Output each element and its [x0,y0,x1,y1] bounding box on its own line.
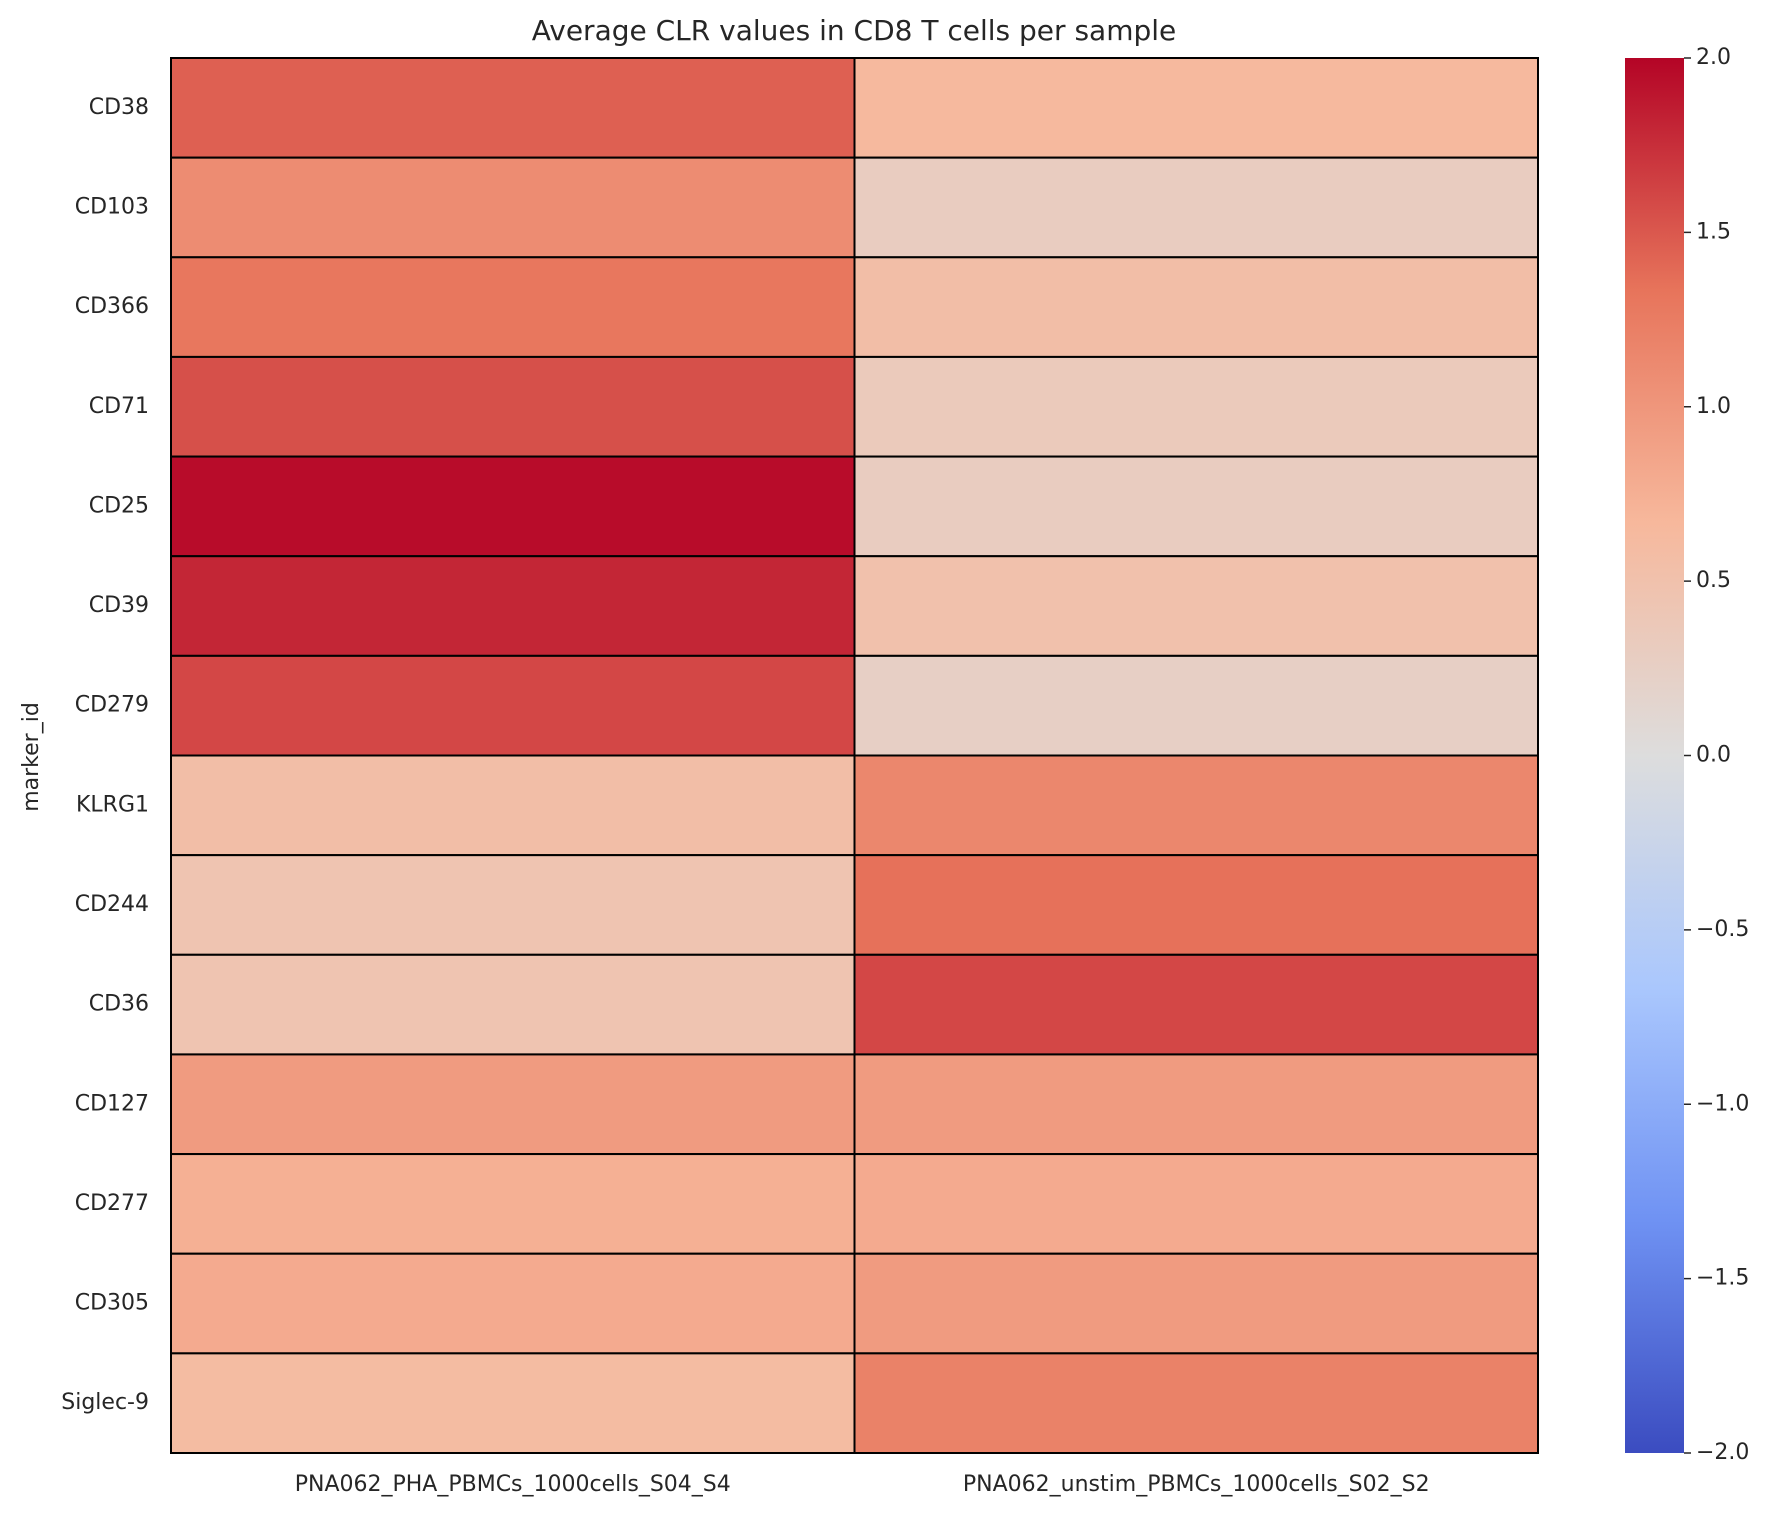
heatmap-cell [853,754,1539,857]
colorbar [1625,58,1684,1453]
heatmap-cell [170,1153,856,1255]
heatmap-cell [170,754,856,857]
heatmap-cell [853,1053,1539,1156]
heatmap-cell [170,355,856,458]
colorbar-tick-label: 1.0 [1696,394,1731,419]
heatmap-cell [853,953,1539,1056]
colorbar-tick-label: −0.5 [1696,917,1749,942]
heatmap-cell [853,455,1539,558]
heatmap-cell [853,156,1539,259]
heatmap-cell [853,654,1539,757]
colorbar-tick-label: −1.5 [1696,1266,1749,1291]
heatmap-cell [170,156,856,259]
heatmap-cell [853,1352,1539,1455]
heatmap-cell [853,355,1539,458]
heatmap-cell [853,57,1539,159]
y-tick-label: CD366 [75,294,149,319]
heatmap-cell [853,1153,1539,1255]
heatmap-cell [853,256,1539,358]
y-tick-label: CD38 [89,95,149,120]
y-tick-label: KLRG1 [76,792,149,817]
colorbar-tick-label: 1.5 [1696,219,1731,244]
y-tick-label: CD305 [75,1291,149,1316]
y-tick-label: CD279 [75,693,149,718]
heatmap-cell [170,555,856,657]
colorbar-tick-label: 2.0 [1696,45,1731,70]
y-tick-label: CD36 [89,992,149,1017]
y-tick-label: CD39 [89,593,149,618]
heatmap-cell [170,654,856,757]
heatmap-cell [170,854,856,956]
colorbar-tick-label: 0.0 [1696,743,1731,768]
y-tick-label: Siglec-9 [61,1390,149,1415]
x-tick-label: PNA062_PHA_PBMCs_1000cells_S04_S4 [295,1472,731,1497]
x-tick-label: PNA062_unstim_PBMCs_1000cells_S02_S2 [963,1472,1430,1497]
chart-title: Average CLR values in CD8 T cells per sa… [532,14,1177,47]
y-tick-label: CD277 [75,1191,149,1216]
y-tick-label: CD244 [75,892,149,917]
y-tick-label: CD103 [75,194,149,219]
heatmap-cell [170,455,856,558]
heatmap-cell [170,1352,856,1455]
y-tick-label: CD25 [89,493,149,518]
colorbar-tick-label: 0.5 [1696,568,1731,593]
heatmap-cell [853,1252,1539,1355]
colorbar-tick-label: −1.0 [1696,1091,1749,1116]
heatmap-cell [170,256,856,358]
heatmap-cell [853,854,1539,956]
heatmap-cell [170,1053,856,1156]
heatmap-cell [170,1252,856,1355]
y-axis-label: marker_id [19,702,44,812]
y-tick-label: CD71 [89,394,149,419]
heatmap-cell [170,953,856,1056]
colorbar-tick-label: −2.0 [1696,1440,1749,1465]
heatmap-cell [170,57,856,159]
y-tick-label: CD127 [75,1091,149,1116]
heatmap-cell [853,555,1539,657]
